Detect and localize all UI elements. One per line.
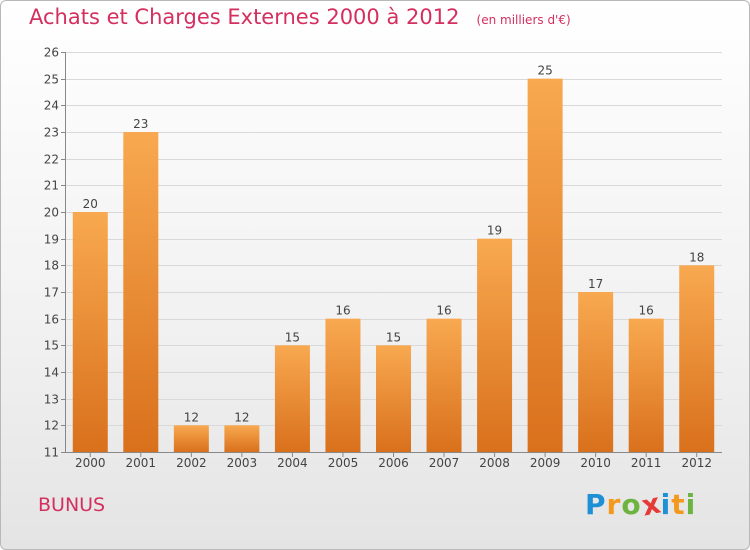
chart-subtitle: (en milliers d'€) <box>476 13 571 27</box>
y-tick-label: 16 <box>44 313 59 327</box>
bar-2005 <box>325 318 361 452</box>
y-tick-label: 18 <box>44 259 59 273</box>
x-tick-label: 2011 <box>631 456 662 470</box>
bar-2008 <box>477 238 513 452</box>
bar-2010 <box>578 292 614 452</box>
value-label: 16 <box>335 304 350 318</box>
logo-letter: t <box>671 488 686 521</box>
value-label: 16 <box>639 304 654 318</box>
x-tick-label: 2006 <box>378 456 409 470</box>
value-label: 20 <box>83 197 98 211</box>
logo-letter: i <box>685 488 697 521</box>
bar-2011 <box>628 318 664 452</box>
value-label: 25 <box>537 64 552 78</box>
bar-2001 <box>123 132 159 452</box>
x-tick-label: 2005 <box>328 456 359 470</box>
value-label: 16 <box>436 304 451 318</box>
logo-letter: P <box>585 488 607 521</box>
y-tick-label: 17 <box>44 286 59 300</box>
y-tick-label: 24 <box>44 99 59 113</box>
bar-2006 <box>376 345 411 452</box>
x-tick-label: 2010 <box>580 456 611 470</box>
value-label: 19 <box>487 224 502 238</box>
logo-letter: o <box>621 488 642 521</box>
title-block: Achats et Charges Externes 2000 à 2012 (… <box>29 5 571 29</box>
bar-2003 <box>224 425 260 452</box>
x-tick-label: 2002 <box>176 456 207 470</box>
axes <box>61 52 722 457</box>
y-tick-label: 19 <box>44 233 59 247</box>
value-label: 15 <box>285 330 300 344</box>
bar-2007 <box>426 318 462 452</box>
proxiti-logo[interactable]: Proxiti <box>585 486 697 522</box>
x-tick-label: 2009 <box>530 456 561 470</box>
bar-2000 <box>72 212 108 452</box>
y-tick-label: 12 <box>44 419 59 433</box>
value-label: 17 <box>588 277 603 291</box>
x-tick-label: 2007 <box>429 456 460 470</box>
x-tick-label: 2003 <box>227 456 258 470</box>
value-label: 23 <box>133 117 148 131</box>
y-tick-label: 26 <box>44 46 59 60</box>
logo-letter: i <box>660 488 672 521</box>
y-tick-label: 25 <box>44 73 59 87</box>
y-tick-label: 11 <box>44 446 59 460</box>
y-tick-label: 23 <box>44 126 59 140</box>
y-tick-label: 14 <box>44 366 59 380</box>
y-tick-label: 20 <box>44 206 59 220</box>
bar-2009 <box>527 78 563 453</box>
logo-letter: r <box>606 488 622 521</box>
labels: 11 12 13 14 15 16 17 18 19 20 21 22 23 24 25 26 20 2000 23… <box>44 46 712 471</box>
y-tick-label: 21 <box>44 179 59 193</box>
x-tick-label: 2012 <box>681 456 712 470</box>
x-tick-label: 2001 <box>126 456 157 470</box>
value-label: 18 <box>689 250 704 264</box>
x-tick-label: 2000 <box>75 456 106 470</box>
bar-2002 <box>173 425 209 452</box>
value-label: 12 <box>184 410 199 424</box>
bar-2012 <box>679 265 715 452</box>
value-label: 15 <box>386 330 401 344</box>
bars <box>72 78 715 453</box>
x-tick-label: 2004 <box>277 456 308 470</box>
x-tick-label: 2008 <box>479 456 510 470</box>
y-tick-label: 13 <box>44 393 59 407</box>
commune-name: BUNUS <box>38 494 106 516</box>
y-tick-label: 22 <box>44 153 59 167</box>
chart-title: Achats et Charges Externes 2000 à 2012 <box>29 5 460 29</box>
y-tick-label: 15 <box>44 339 59 353</box>
value-label: 12 <box>234 410 249 424</box>
bar-2004 <box>274 345 310 452</box>
